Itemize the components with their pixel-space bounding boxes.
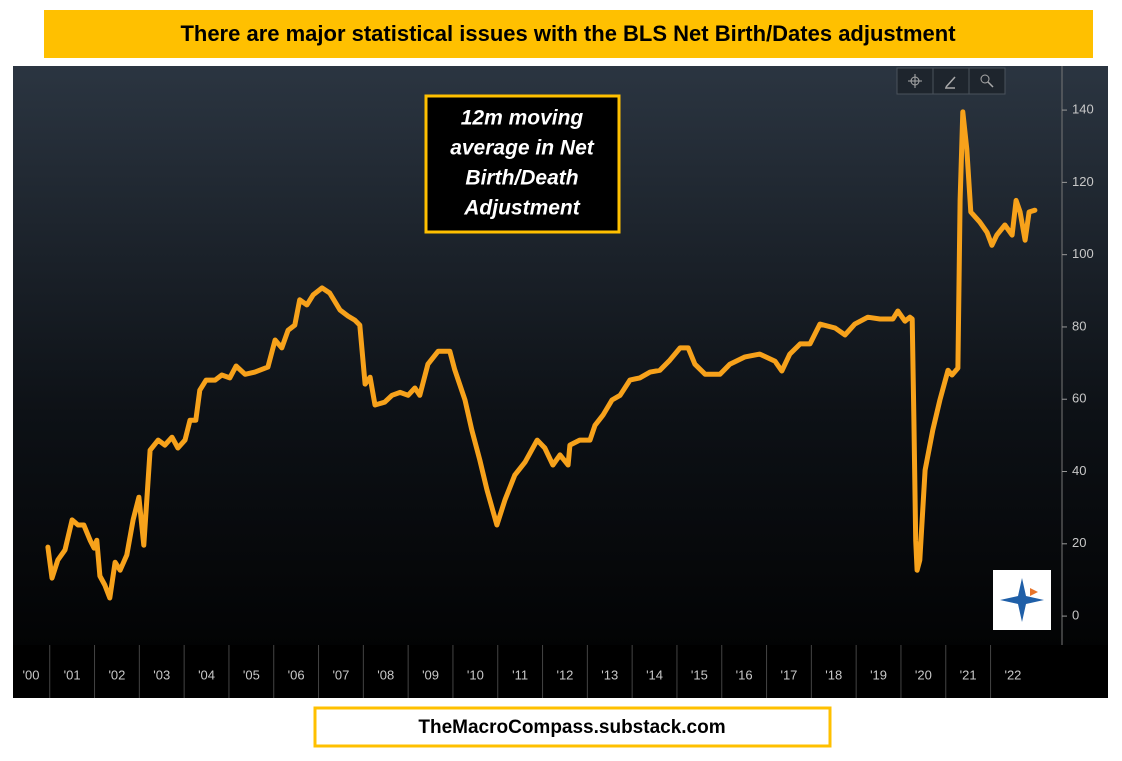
title-banner <box>44 10 1093 58</box>
y-tick-label: 80 <box>1072 318 1086 333</box>
x-tick-label: '01 <box>64 667 81 682</box>
data-line <box>45 109 1038 601</box>
annotation-text: Adjustment <box>463 197 581 220</box>
y-tick-label: 40 <box>1072 463 1086 478</box>
zoom-icon[interactable] <box>980 74 990 84</box>
zoom-icon[interactable] <box>987 81 994 88</box>
y-tick-label: 20 <box>1072 535 1086 550</box>
annotation: 12m moving average in Net Birth/Death Adjus… <box>450 107 595 220</box>
y-tick-label: 100 <box>1072 246 1094 261</box>
x-tick-label: '19 <box>870 667 887 682</box>
x-tick-label: '07 <box>332 667 349 682</box>
x-tick-label: '04 <box>198 667 215 682</box>
logo <box>993 570 1051 630</box>
x-tick-label: '17 <box>780 667 797 682</box>
x-tick-label: '05 <box>243 667 260 682</box>
x-tick-label: '18 <box>825 667 842 682</box>
toolbar <box>896 67 1006 95</box>
x-tick-label: '12 <box>556 667 573 682</box>
y-tick-label: 60 <box>1072 391 1086 406</box>
x-tick-label: '08 <box>377 667 394 682</box>
annotation-box <box>424 94 621 234</box>
x-tick-label: '09 <box>422 667 439 682</box>
y-tick-label: 0 <box>1072 608 1079 623</box>
chart-title: There are major statistical issues with … <box>180 21 956 46</box>
footer-text: TheMacroCompass.substack.com <box>418 717 725 738</box>
x-tick-label: '21 <box>960 667 977 682</box>
x-tick-label: '20 <box>915 667 932 682</box>
x-axis-band <box>13 645 1108 698</box>
x-tick-label: '15 <box>691 667 708 682</box>
x-tick-label: '14 <box>646 667 663 682</box>
y-tick-label: 140 <box>1072 102 1094 117</box>
logo-accent <box>1030 588 1038 596</box>
x-tick-label: '22 <box>1004 667 1021 682</box>
x-tick-label: '16 <box>736 667 753 682</box>
x-tick-label: '13 <box>601 667 618 682</box>
x-tick-label: '02 <box>108 667 125 682</box>
footer-box <box>313 706 832 748</box>
crosshair-icon[interactable] <box>908 74 922 88</box>
x-tick-label: '06 <box>288 667 305 682</box>
x-tick-label: '11 <box>512 667 528 682</box>
y-tick-label: 120 <box>1072 174 1094 189</box>
annotation-text: Birth/Death <box>465 167 578 190</box>
x-tick-label: '03 <box>153 667 170 682</box>
x-tick-label: '10 <box>467 667 484 682</box>
annotation-text: 12m moving <box>461 107 584 130</box>
draw-icon[interactable] <box>945 76 956 89</box>
plot-area: 0 20 40 60 80 100 120 140 '00 '01 '02 '03 '04 '05 '06 '… <box>23 66 1094 698</box>
annotation-text: average in Net <box>450 137 595 160</box>
x-tick-label: '00 <box>23 667 40 682</box>
logo-star <box>1000 578 1044 622</box>
